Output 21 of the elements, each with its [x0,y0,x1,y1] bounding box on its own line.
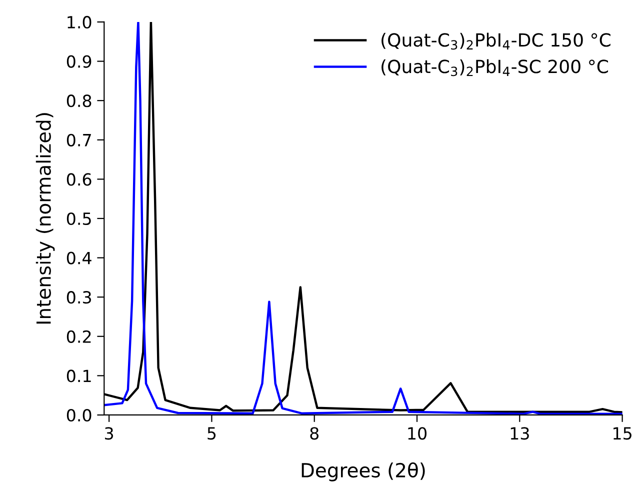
y-tick-label: 0.7 [66,134,91,146]
y-tick-label: 0.2 [66,330,91,343]
y-tick-label: 0.6 [66,173,92,186]
y-tick-label: 0.1 [66,370,91,382]
y-tick-label: 1.0 [68,16,92,29]
x-axis-title: Degrees (2θ) [302,462,425,482]
y-axis-title: Intensity (normalized) [36,113,55,324]
y-tick-label: 0.8 [66,94,92,108]
legend-label: (Quat-C$_{3}$)$_{2}$PbI$_{4}$-DC 150 °C [382,32,610,50]
x-tick-label: 3 [105,427,114,440]
x-tick-label: 10 [408,427,427,440]
x-tick-label: 13 [510,427,529,440]
legend-label: (Quat-C$_{3}$)$_{2}$PbI$_{4}$-SC 200 °C [382,59,608,76]
x-tick-label: 5 [208,427,216,440]
y-tick-label: 0.5 [66,212,91,226]
y-tick-label: 0.4 [66,252,92,264]
y-tick-label: 0.0 [66,408,92,422]
x-tick-label: 15 [614,427,632,440]
y-tick-label: 0.9 [66,55,92,68]
y-tick-label: 0.3 [66,291,91,304]
x-tick-label: 8 [310,427,319,440]
